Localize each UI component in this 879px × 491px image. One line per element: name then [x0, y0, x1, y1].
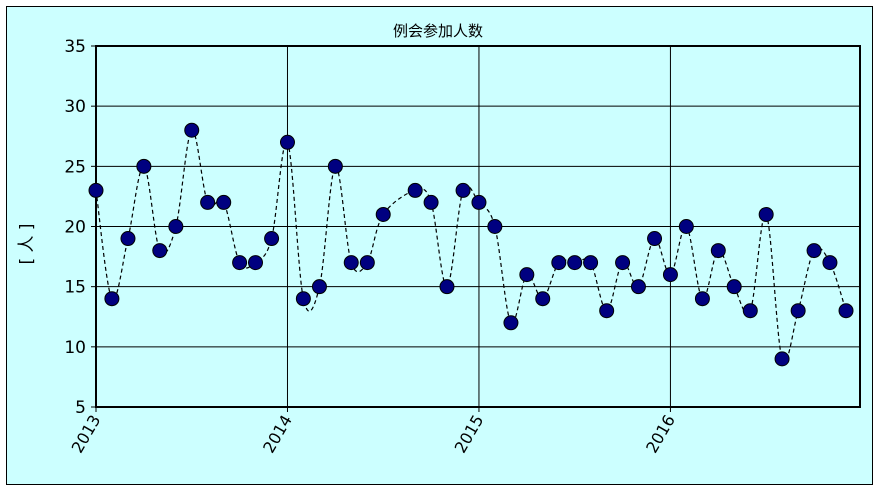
data-point — [232, 255, 248, 271]
data-point — [726, 279, 742, 295]
data-point — [120, 231, 136, 247]
data-point — [88, 182, 104, 198]
data-point — [615, 255, 631, 271]
data-point — [327, 158, 343, 174]
data-point — [822, 255, 838, 271]
series-line — [95, 129, 847, 363]
data-point — [567, 255, 583, 271]
data-point — [295, 291, 311, 307]
data-point — [136, 158, 152, 174]
x-tick-label: 2014 — [259, 412, 296, 457]
data-point — [662, 267, 678, 283]
data-point — [375, 206, 391, 222]
data-point — [311, 279, 327, 295]
data-point — [599, 303, 615, 319]
data-point — [248, 255, 264, 271]
data-point — [519, 267, 535, 283]
data-point — [471, 194, 487, 210]
data-point — [790, 303, 806, 319]
data-point — [647, 231, 663, 247]
data-point — [535, 291, 551, 307]
data-point — [407, 182, 423, 198]
data-point — [503, 315, 519, 331]
y-tick-label: 15 — [64, 278, 86, 298]
data-point — [710, 243, 726, 259]
y-tick-label: 30 — [64, 97, 86, 117]
data-point — [455, 182, 471, 198]
chart-area — [6, 6, 873, 485]
data-point — [439, 279, 455, 295]
data-point — [758, 206, 774, 222]
data-series — [88, 122, 854, 367]
data-point — [583, 255, 599, 271]
x-tick-label: 2016 — [642, 412, 679, 457]
grid-lines — [96, 46, 860, 407]
data-point — [264, 231, 280, 247]
data-point — [184, 122, 200, 138]
data-point — [200, 194, 216, 210]
data-point — [104, 291, 120, 307]
data-point — [742, 303, 758, 319]
y-tick-label: 20 — [64, 218, 86, 238]
x-tick-label: 2015 — [451, 412, 488, 457]
data-point — [359, 255, 375, 271]
data-point — [774, 351, 790, 367]
data-point — [694, 291, 710, 307]
data-point — [152, 243, 168, 259]
y-tick-label: 5 — [75, 398, 86, 418]
y-tick-label: 25 — [64, 157, 86, 177]
data-point — [216, 194, 232, 210]
data-point — [487, 219, 503, 234]
data-point — [551, 255, 567, 271]
data-point — [630, 279, 646, 295]
data-point — [279, 134, 295, 150]
y-tick-label: 35 — [64, 37, 86, 57]
data-point — [168, 219, 184, 234]
data-point — [678, 219, 694, 234]
x-tick-label: 2013 — [68, 412, 105, 457]
chart-title: 例会参加人数 — [393, 22, 483, 40]
data-point — [838, 303, 854, 319]
data-point — [806, 243, 822, 259]
data-point — [343, 255, 359, 271]
y-tick-label: 10 — [64, 338, 86, 358]
data-point — [423, 194, 439, 210]
y-axis-label: [ 人 ] — [17, 223, 37, 264]
